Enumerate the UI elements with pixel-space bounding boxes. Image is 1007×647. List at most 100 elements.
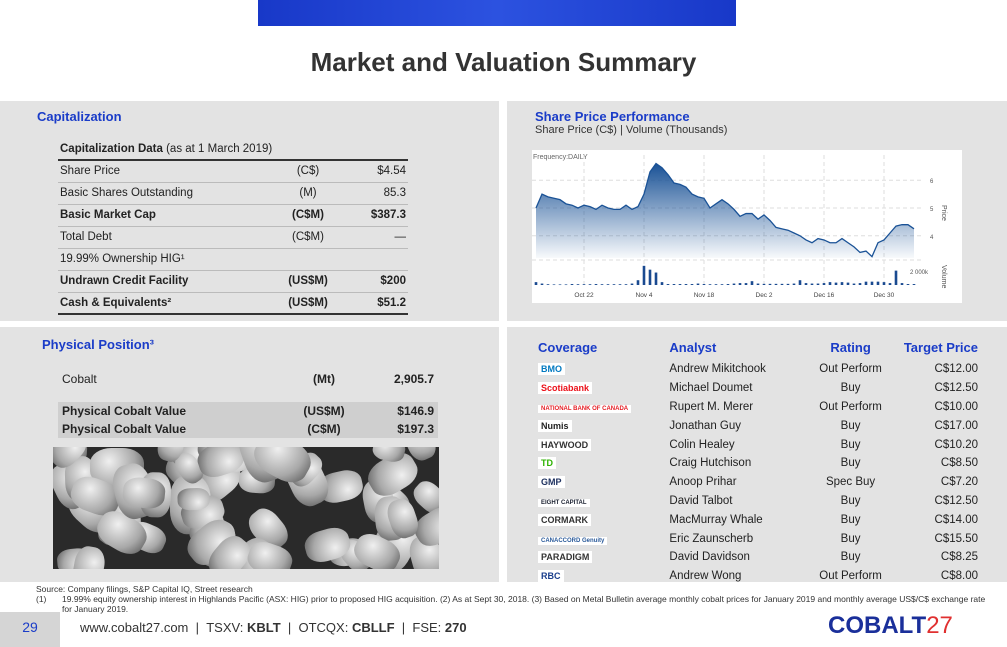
volume-bar <box>576 284 580 285</box>
cap-row: 19.99% Ownership HIG¹ <box>58 248 408 271</box>
cap-label: Cash & Equivalents² <box>58 292 278 315</box>
broker-logo: EIGHT CAPITAL <box>538 498 590 507</box>
rating: Buy <box>840 513 861 526</box>
volume-bar <box>870 281 874 285</box>
broker-logo: NATIONAL BANK OF CANADA <box>538 404 632 413</box>
cap-label: 19.99% Ownership HIG¹ <box>58 248 278 271</box>
cap-label: Share Price <box>58 160 278 183</box>
cap-unit: (M) <box>278 182 338 205</box>
y-tick-label: 4 <box>930 235 934 241</box>
share-price-chart: Frequency:DAILY Price Volume 2 000k 4 5 6 O… <box>532 150 962 303</box>
x-tick-label: Dec 2 <box>756 292 773 299</box>
volume-bar <box>780 283 784 285</box>
share-price-subheading: Share Price (C$) | Volume (Thousands) <box>535 124 728 136</box>
analyst: Craig Hutchison <box>669 457 752 470</box>
volume-bar <box>792 283 796 285</box>
page-number: 29 <box>0 612 60 647</box>
coverage-row: Numis Jonathan Guy Buy C$17.00 <box>538 416 978 435</box>
cap-value <box>338 248 408 271</box>
target-price: C$8.00 <box>940 570 978 583</box>
cap-unit: (US$M) <box>278 270 338 293</box>
physical-row-cobalt: Cobalt (Mt) 2,905.7 <box>62 372 434 386</box>
volume-bar <box>726 284 730 285</box>
volume-bar <box>906 284 910 285</box>
rating: Out Perform <box>819 400 882 413</box>
volume-bar <box>750 281 754 285</box>
capitalization-table: Capitalization Data (as at 1 March 2019)… <box>58 138 408 315</box>
volume-bar <box>774 283 778 285</box>
volume-bar <box>648 269 652 285</box>
volume-bar <box>882 282 886 285</box>
cap-value: $200 <box>338 270 408 293</box>
broker-logo: PARADIGM <box>538 551 593 564</box>
volume-bar <box>756 283 760 285</box>
broker-logo: CORMARK <box>538 513 591 526</box>
footnotes: Source: Company filings, S&P Capital IQ,… <box>36 584 986 614</box>
coverage-row: GMP Anoop Prihar Spec Buy C$7.20 <box>538 473 978 492</box>
volume-bar <box>702 284 706 285</box>
price-axis-label: Price <box>940 205 947 221</box>
cap-unit: (C$M) <box>278 204 338 227</box>
physical-value-block: Physical Cobalt Value (US$M) $146.9 Physic… <box>58 402 438 438</box>
coverage-row: BMO Andrew Mikitchook Out Perform C$12.00 <box>538 360 978 379</box>
volume-bar <box>636 280 640 285</box>
volume-bar <box>828 282 832 285</box>
volume-bar <box>606 284 610 285</box>
rating: Spec Buy <box>825 476 876 489</box>
page-title: Market and Valuation Summary <box>310 47 697 77</box>
cap-row: Share Price (C$) $4.54 <box>58 160 408 183</box>
target-price: C$12.50 <box>934 382 978 395</box>
volume-bar <box>696 283 700 285</box>
price-area <box>536 163 914 258</box>
header-banner <box>258 0 736 26</box>
rating: Buy <box>840 438 861 451</box>
volume-bar <box>660 282 664 285</box>
volume-bar <box>798 280 802 285</box>
broker-logo: Numis <box>538 419 572 432</box>
footer-info: www.cobalt27.com | TSXV: KBLT | OTCQX: C… <box>80 620 467 635</box>
coverage-row: CORMARK MacMurray Whale Buy C$14.00 <box>538 510 978 529</box>
x-tick-label: Dec 30 <box>874 292 895 299</box>
x-tick-label: Nov 4 <box>636 292 653 299</box>
volume-bar <box>876 281 880 285</box>
target-price: C$14.00 <box>934 513 978 526</box>
analyst: MacMurray Whale <box>669 513 763 526</box>
target-price: C$8.50 <box>940 457 978 470</box>
y-tick-label: 5 <box>930 207 934 213</box>
coverage-row: HAYWOOD Colin Healey Buy C$10.20 <box>538 435 978 454</box>
cap-row: Cash & Equivalents² (US$M) $51.2 <box>58 292 408 315</box>
cap-row: Total Debt (C$M) — <box>58 226 408 249</box>
volume-bar <box>894 270 898 285</box>
target-price: C$10.00 <box>934 400 978 413</box>
analyst: Anoop Prihar <box>669 476 737 489</box>
volume-bar <box>708 284 712 285</box>
cap-label: Basic Shares Outstanding <box>58 182 278 205</box>
broker-logo: CANACCORD Genuity <box>538 536 608 545</box>
volume-bar <box>618 284 622 285</box>
target-price: C$15.50 <box>934 532 978 545</box>
cap-value: $51.2 <box>338 292 408 315</box>
volume-bar <box>540 283 544 285</box>
cap-unit: (C$M) <box>278 226 338 249</box>
analyst: Andrew Wong <box>669 570 742 583</box>
x-tick-label: Oct 22 <box>574 292 594 299</box>
table-title: Capitalization Data <box>60 142 163 155</box>
y-tick-label: 6 <box>930 179 934 185</box>
rating: Out Perform <box>819 570 882 583</box>
volume-bar <box>744 283 748 285</box>
cap-label: Total Debt <box>58 226 278 249</box>
broker-logo: HAYWOOD <box>538 438 592 451</box>
coverage-row: NATIONAL BANK OF CANADA Rupert M. Merer Ou… <box>538 398 978 417</box>
volume-bar <box>738 283 742 285</box>
rating: Buy <box>840 382 861 395</box>
volume-bar <box>834 282 838 285</box>
volume-bar <box>720 284 724 285</box>
target-price: C$17.00 <box>934 419 978 432</box>
price-line <box>535 162 915 258</box>
x-tick-label: Nov 18 <box>694 292 715 299</box>
volume-bar <box>594 284 598 285</box>
volume-bar <box>768 283 772 285</box>
volume-bar <box>672 284 676 285</box>
volume-bar <box>900 283 904 285</box>
coverage-row: RBC Andrew Wong Out Perform C$8.00 <box>538 567 978 586</box>
